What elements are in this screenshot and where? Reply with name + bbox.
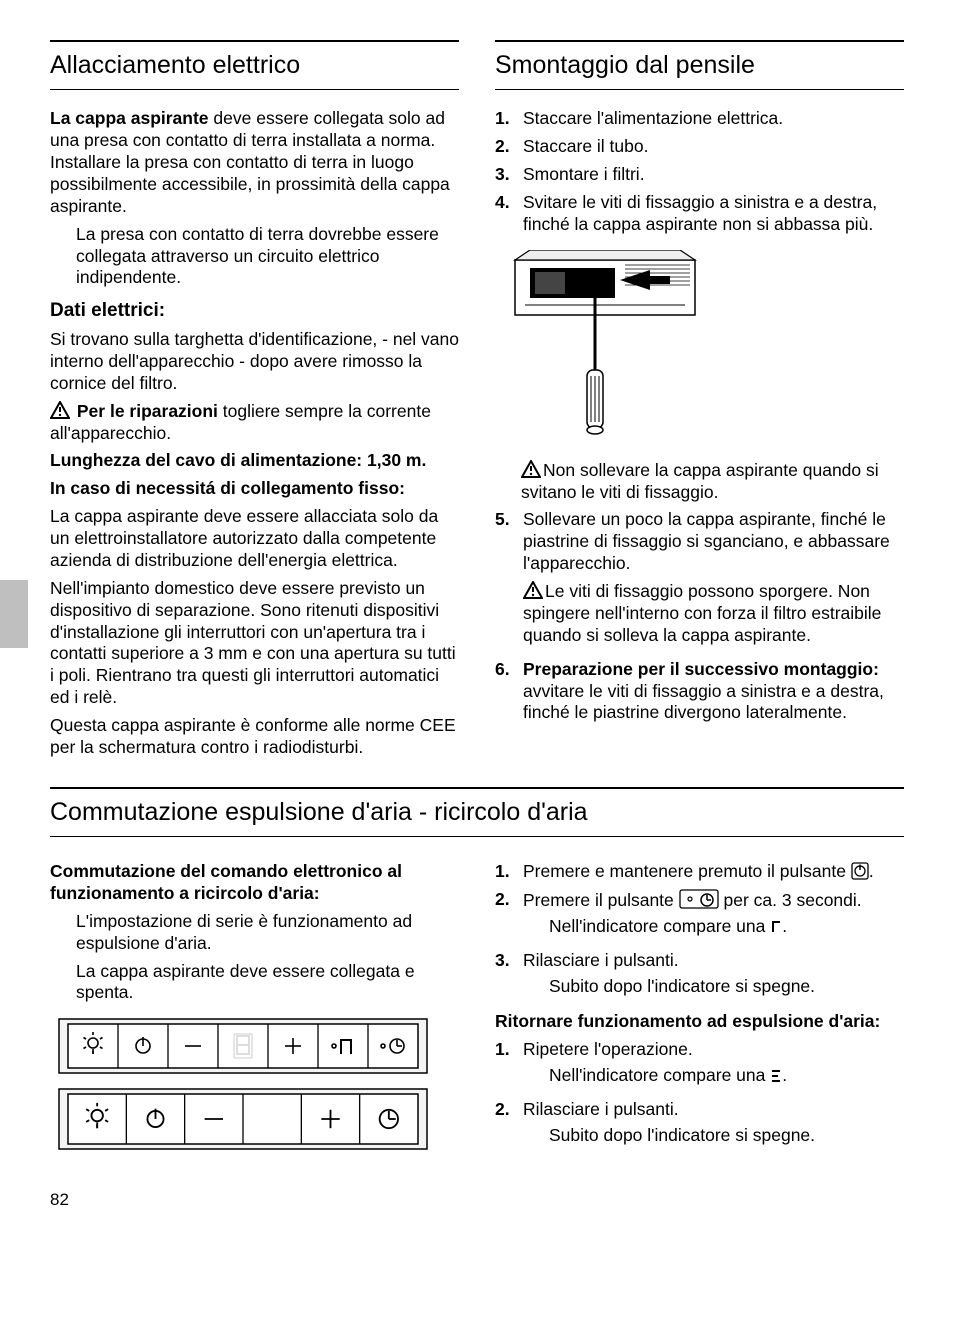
bold-riparazioni: Per le riparazioni xyxy=(77,401,218,421)
r1-note: Nell'indicatore compare una . xyxy=(523,1065,904,1087)
step2-note-end: . xyxy=(782,916,787,936)
warn-viti: Le viti di fissaggio possono sporgere. N… xyxy=(523,581,904,647)
bold-commutazione: Commutazione del comando elettronico al … xyxy=(50,861,459,905)
list-item-4: 4.Svitare le viti di fissaggio a sinistr… xyxy=(495,192,904,236)
para-allacciata: La cappa aspirante deve essere allacciat… xyxy=(50,506,459,572)
list-num: 2. xyxy=(495,889,517,944)
para-dati: Si trovano sulla targhetta d'identificaz… xyxy=(50,329,459,395)
top-columns: Allacciamento elettrico La cappa aspiran… xyxy=(50,40,904,765)
item5-text: Sollevare un poco la cappa aspirante, fi… xyxy=(523,509,890,573)
heading-allacciamento: Allacciamento elettrico xyxy=(50,46,459,83)
list-num: 2. xyxy=(495,136,517,158)
warning-icon xyxy=(521,460,541,478)
rule-under-heading-3 xyxy=(50,836,904,837)
power-button-icon xyxy=(851,862,869,880)
list-item-6: 6. Preparazione per il successivo montag… xyxy=(495,659,904,725)
list-num: 3. xyxy=(495,164,517,186)
para-impianto: Nell'impianto domestico deve essere prev… xyxy=(50,578,459,709)
rule-under-heading-r xyxy=(495,89,904,90)
warning-icon xyxy=(523,581,543,599)
numbered-list: 1. Staccare l'alimentazione elettrica. 2. S… xyxy=(495,108,904,235)
page-number: 82 xyxy=(50,1189,904,1210)
para-necessita: In caso di necessitá di collegamento fis… xyxy=(50,478,459,500)
para-cee: Questa cappa aspirante è conforme alle n… xyxy=(50,715,459,759)
list-item-1: 1. Staccare l'alimentazione elettrica. xyxy=(495,108,904,130)
item6-bold: Preparazione per il successivo montaggio… xyxy=(523,659,879,679)
right-column: Smontaggio dal pensile 1. Staccare l'alim… xyxy=(495,40,904,765)
list-item-2: 2. Staccare il tubo. xyxy=(495,136,904,158)
warning-icon xyxy=(50,401,70,419)
return-2: 2. Rilasciare i pulsanti. Subito dopo l'… xyxy=(495,1099,904,1153)
bold-lead: La cappa aspirante xyxy=(50,108,209,128)
list-num: 5. xyxy=(495,509,517,652)
warn4-text: Non sollevare la cappa aspirante quando … xyxy=(521,460,879,502)
step-3: 3. Rilasciare i pulsanti. Subito dopo l'… xyxy=(495,950,904,1004)
step3-text: Rilasciare i pulsanti. xyxy=(523,950,679,970)
step3-note: Subito dopo l'indicatore si spegne. xyxy=(523,976,904,998)
step2-b: per ca. 3 secondi. xyxy=(719,890,862,910)
step2-note-text: Nell'indicatore compare una xyxy=(549,916,770,936)
heading-commutazione: Commutazione espulsione d'aria - ricirco… xyxy=(50,793,904,830)
para-presa: La presa con contatto di terra dovrebbe … xyxy=(50,224,459,290)
timer-button-icon xyxy=(679,889,719,909)
list-num: 1. xyxy=(495,108,517,130)
section-commutazione: Commutazione espulsione d'aria - ricirco… xyxy=(50,787,904,1159)
heading-dati: Dati elettrici: xyxy=(50,299,459,323)
list-num: 4. xyxy=(495,192,517,236)
item6-rest: avvitare le viti di fissaggio a sinistra… xyxy=(523,681,884,723)
para-impostazione: L'impostazione di serie è funzionamento … xyxy=(50,911,459,955)
control-panel-2-figure xyxy=(58,1088,459,1150)
r2-note: Subito dopo l'indicatore si spegne. xyxy=(523,1125,904,1147)
list-num: 1. xyxy=(495,861,517,883)
step1-a: Premere e mantenere premuto il pulsante xyxy=(523,861,851,881)
rule-top-3 xyxy=(50,787,904,789)
list-text: Staccare l'alimentazione elettrica. xyxy=(523,108,904,130)
heading-smontaggio: Smontaggio dal pensile xyxy=(495,46,904,83)
step2-a: Premere il pulsante xyxy=(523,890,679,910)
list-num: 3. xyxy=(495,950,517,1004)
return-1: 1. Ripetere l'operazione. Nell'indicator… xyxy=(495,1039,904,1093)
list-num: 6. xyxy=(495,659,517,725)
para-spenta: La cappa aspirante deve essere collegata… xyxy=(50,961,459,1005)
control-panel-1-figure xyxy=(58,1018,459,1074)
left-column: Allacciamento elettrico La cappa aspiran… xyxy=(50,40,459,765)
rule-top xyxy=(50,40,459,42)
r1-note-text: Nell'indicatore compare una xyxy=(549,1065,770,1085)
warn-non-sollevare: Non sollevare la cappa aspirante quando … xyxy=(495,460,904,504)
rule-under-heading xyxy=(50,89,459,90)
step2-note: Nell'indicatore compare una . xyxy=(523,916,904,938)
heading-ritornare: Ritornare funzionamento ad espulsione d'… xyxy=(495,1011,904,1033)
step-2: 2. Premere il pulsante per ca. 3 secondi… xyxy=(495,889,904,944)
indicator-e-icon xyxy=(770,1068,782,1084)
bottom-left-column: Commutazione del comando elettronico al … xyxy=(50,855,459,1159)
para-riparazioni: Per le riparazioni togliere sempre la co… xyxy=(50,401,459,445)
list-text: Staccare il tubo. xyxy=(523,136,904,158)
para-cappa: La cappa aspirante deve essere collegata… xyxy=(50,108,459,217)
list-text: Svitare le viti di fissaggio a sinistra … xyxy=(523,192,904,236)
rule-top-r xyxy=(495,40,904,42)
list-num: 1. xyxy=(495,1039,517,1093)
r2-text: Rilasciare i pulsanti. xyxy=(523,1099,679,1119)
r1-note-end: . xyxy=(782,1065,787,1085)
bottom-right-column: 1. Premere e mantenere premuto il pulsan… xyxy=(495,855,904,1159)
list-item-3: 3. Smontare i filtri. xyxy=(495,164,904,186)
step1-b: . xyxy=(869,861,874,881)
step-1: 1. Premere e mantenere premuto il pulsan… xyxy=(495,861,904,883)
r1-text: Ripetere l'operazione. xyxy=(523,1039,693,1059)
bottom-columns: Commutazione del comando elettronico al … xyxy=(50,855,904,1159)
warn5-text: Le viti di fissaggio possono sporgere. N… xyxy=(523,581,881,645)
figure-screwdriver xyxy=(495,250,904,450)
list-num: 2. xyxy=(495,1099,517,1153)
page-edge-tab xyxy=(0,580,28,648)
indicator-c-icon xyxy=(770,919,782,935)
list-text: Smontare i filtri. xyxy=(523,164,904,186)
list-item-5: 5. Sollevare un poco la cappa aspirante,… xyxy=(495,509,904,652)
para-lunghezza: Lunghezza del cavo di alimentazione: 1,3… xyxy=(50,450,459,472)
